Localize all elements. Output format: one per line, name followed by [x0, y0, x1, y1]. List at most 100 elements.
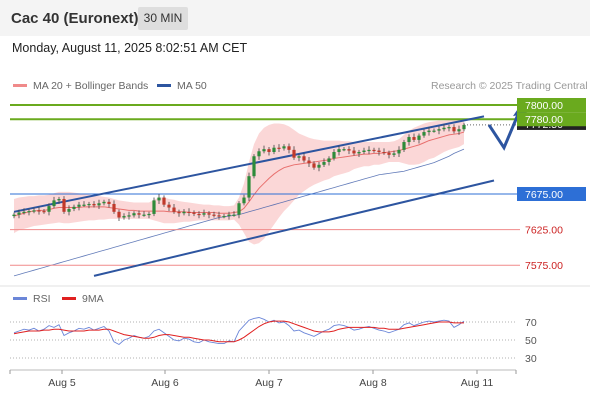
instrument-title: Cac 40 (Euronext) — [11, 10, 139, 27]
candle-body — [97, 203, 101, 206]
candle-body — [307, 160, 311, 164]
legend-rsi: RSI — [13, 293, 51, 305]
x-tick-label: Aug 11 — [461, 377, 494, 389]
candle-body — [442, 127, 446, 130]
candle-body — [62, 198, 66, 212]
candle-body — [107, 201, 111, 204]
candle-body — [77, 204, 81, 207]
candle-body — [452, 127, 456, 132]
candle-body — [242, 197, 246, 204]
timestamp: Monday, August 11, 2025 8:02:51 AM CET — [12, 41, 248, 55]
candle-body — [192, 212, 196, 214]
level-tag — [517, 187, 586, 201]
candle-body — [152, 200, 156, 214]
level-label: 7625.00 — [525, 225, 563, 237]
candle-body — [177, 211, 181, 214]
rsi-swatch — [13, 296, 27, 300]
candle-body — [387, 152, 391, 155]
legend-ma20: MA 20 + Bollinger Bands — [13, 80, 148, 92]
ma20-swatch — [13, 83, 27, 87]
candle-body — [187, 211, 191, 213]
timeframe-selector[interactable]: 30 MIN — [138, 7, 188, 30]
candle-body — [197, 213, 201, 216]
candle-body — [87, 203, 91, 206]
channel-lower-line — [93, 179, 495, 277]
candle-body — [447, 127, 451, 129]
projection-path — [487, 111, 521, 151]
candle-body — [67, 208, 71, 212]
candle-body — [102, 201, 106, 204]
candle-body — [207, 213, 211, 215]
candle-body — [252, 156, 256, 177]
level-label-overlay: 7780.00 — [525, 114, 563, 126]
candles — [12, 122, 466, 222]
candle-body — [422, 132, 426, 136]
candle-body — [247, 176, 251, 198]
bollinger-band — [14, 119, 464, 245]
candle-body — [157, 197, 161, 201]
candle-body — [327, 158, 331, 162]
rsi-tick-label: 30 — [525, 353, 537, 365]
candle-body — [312, 163, 316, 168]
candle-body — [112, 203, 116, 212]
candle-body — [292, 149, 296, 158]
candle-body — [37, 210, 41, 212]
candle-body — [367, 149, 371, 152]
candle-body — [282, 146, 286, 149]
candle-body — [122, 216, 126, 218]
candle-body — [457, 129, 461, 132]
candle-body — [52, 200, 56, 207]
candle-body — [437, 129, 441, 131]
candle-body — [347, 149, 351, 151]
candle-body — [82, 204, 86, 206]
candle-body — [132, 213, 136, 216]
header-bar — [0, 0, 590, 36]
candle-body — [407, 137, 411, 143]
legend-rsi-ma-label: 9MA — [82, 293, 104, 305]
candle-body — [227, 214, 231, 217]
research-credit: Research © 2025 Trading Central — [431, 80, 588, 92]
candle-body — [342, 149, 346, 151]
candle-body — [382, 151, 386, 154]
candle-body — [337, 149, 341, 152]
candle-body — [427, 130, 431, 133]
candle-body — [267, 149, 271, 152]
candle-body — [162, 197, 166, 205]
candle-body — [257, 151, 261, 157]
legend-rsi-ma: 9MA — [62, 293, 104, 305]
candle-body — [217, 215, 221, 217]
candle-body — [417, 135, 421, 140]
candle-body — [302, 156, 306, 161]
candle-body — [232, 214, 236, 216]
candle-body — [202, 213, 206, 215]
candle-body — [72, 206, 76, 209]
candle-body — [182, 211, 186, 214]
candle-body — [317, 164, 321, 168]
candle-body — [57, 198, 61, 201]
x-tick-label: Aug 8 — [359, 377, 387, 389]
legend-ma20-label: MA 20 + Bollinger Bands — [33, 80, 149, 92]
candle-body — [432, 130, 436, 132]
rsi-tick-label: 70 — [525, 317, 537, 329]
legend-ma50-label: MA 50 — [177, 80, 207, 92]
candle-body — [357, 151, 361, 154]
candle-body — [352, 150, 356, 154]
candle-body — [47, 206, 51, 212]
candle-body — [397, 149, 401, 154]
candle-body — [277, 147, 281, 149]
rsi-tick-label: 50 — [525, 335, 537, 347]
candle-body — [127, 215, 131, 217]
level-label: 7575.00 — [525, 260, 563, 272]
level-label: 7675.00 — [525, 189, 563, 201]
rsi-ma-swatch — [62, 296, 76, 300]
candle-body — [142, 214, 146, 216]
candle-body — [372, 149, 376, 152]
candle-body — [92, 203, 96, 206]
legend-ma50: MA 50 — [157, 80, 207, 92]
rsi-ma-line — [13, 320, 464, 343]
candle-body — [147, 213, 151, 216]
candle-body — [167, 204, 171, 208]
x-tick-label: Aug 7 — [255, 377, 283, 389]
candle-body — [262, 149, 266, 152]
